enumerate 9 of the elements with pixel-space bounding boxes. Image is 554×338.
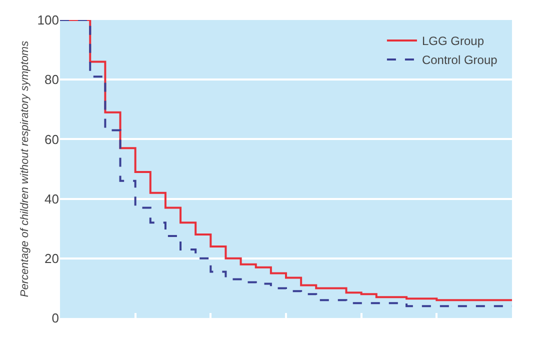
y-tick-label: 100 (37, 12, 59, 28)
y-tick-label: 40 (44, 191, 59, 206)
y-tick-label: 60 (44, 132, 59, 147)
legend-label: LGG Group (422, 34, 484, 48)
y-tick-label: 80 (44, 72, 59, 88)
y-tick-label: 20 (44, 250, 59, 266)
y-axis-title: Percentage of children without respiratory symptoms (18, 40, 31, 298)
y-tick-label: 0 (52, 310, 59, 326)
legend-label: Control Group (422, 53, 498, 68)
